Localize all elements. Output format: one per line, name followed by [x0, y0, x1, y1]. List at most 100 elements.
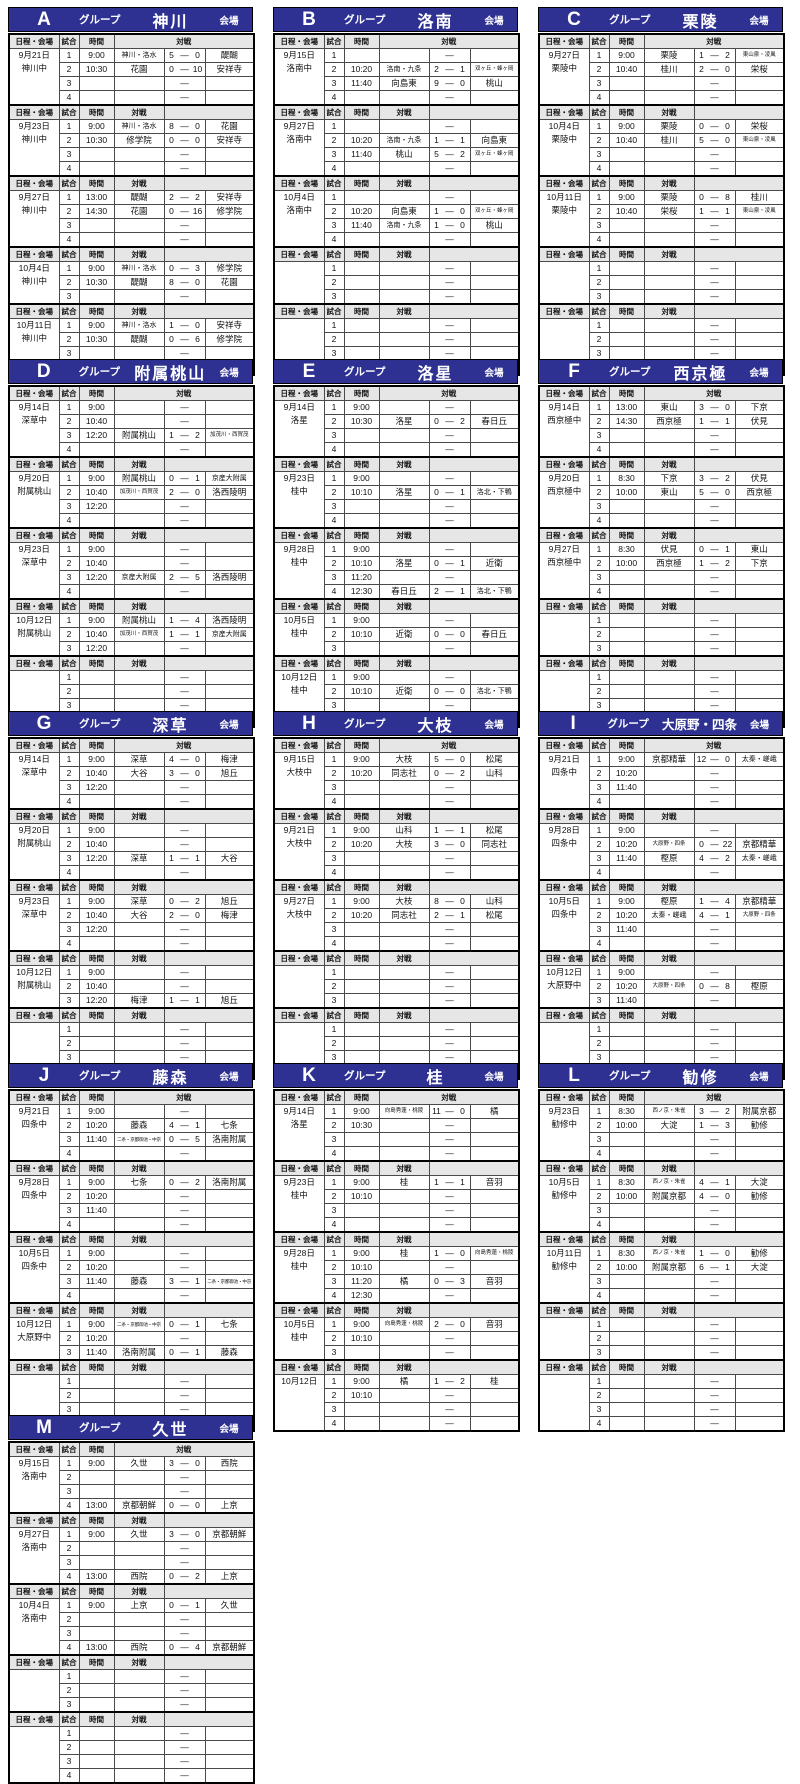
match-row: 2— [274, 275, 520, 290]
score-dash: — [180, 1671, 189, 1681]
match-venue: 洛星 [290, 415, 308, 425]
home-score: 2 [434, 910, 439, 920]
score-cell: — [428, 865, 471, 881]
home-team [378, 922, 430, 937]
match-row: 3— [9, 289, 255, 305]
score: 5—0 [695, 487, 734, 499]
section-header-row: 日程・会場 試合 時間 対戦 [8, 1089, 255, 1105]
match-number: 1 [588, 1175, 610, 1190]
away-team: 京都精華 [734, 894, 785, 909]
score-dash: — [180, 92, 189, 102]
home-team [643, 1374, 695, 1389]
score-dash: — [180, 1290, 189, 1300]
match-row: 1— [8, 1022, 255, 1080]
score: — [430, 1205, 469, 1217]
away-team [469, 318, 520, 333]
date-venue-column-header: 日程・会場 [273, 1302, 325, 1318]
score-dash: — [710, 782, 719, 792]
home-team [643, 275, 695, 290]
score-cell: — [163, 1203, 206, 1218]
match-number: 2 [323, 837, 345, 852]
score: — [165, 1543, 204, 1555]
match-number: 4 [588, 936, 610, 952]
match-row: 10月5日 桂中 1 9:00 向島秀蓮・桃陵 2—0 音羽 [273, 1317, 520, 1361]
score-dash: — [445, 768, 454, 778]
match-row: 2— [9, 1036, 255, 1051]
away-team: 西京極 [734, 485, 785, 500]
match-row: 1— [538, 613, 785, 657]
home-score: 0 [169, 1600, 174, 1610]
match-time: 9:00 [343, 823, 380, 838]
match-row: 3 12:20 京産大附属 2—5 洛西陵明 [9, 570, 255, 585]
date-venue-column-header: 日程・会場 [538, 1160, 590, 1176]
score: — [165, 1191, 204, 1203]
score: — [430, 1390, 469, 1402]
match-number: 2 [323, 1189, 345, 1204]
match-time: 10:20 [608, 908, 645, 923]
match-time: 10:10 [343, 627, 380, 642]
home-score: 1 [169, 629, 174, 639]
match-date: 10月12日 [16, 615, 53, 625]
home-team [378, 261, 430, 276]
match-row: 3— [274, 499, 520, 514]
score: — [165, 501, 204, 513]
time-column-header: 時間 [78, 527, 115, 543]
section-header-row: 日程・会場 試合 時間 対戦 [273, 385, 520, 401]
match-venue: 四条中 [551, 909, 577, 919]
score-cell: — [693, 780, 736, 795]
time-column-header: 時間 [608, 246, 645, 262]
away-team [204, 556, 255, 571]
away-score: 0 [725, 135, 730, 145]
away-team [734, 684, 785, 699]
date-venue-column-header: 日程・会場 [273, 879, 325, 895]
match-row: 3— [539, 218, 785, 233]
away-score: 1 [460, 586, 465, 596]
score-dash: — [180, 149, 189, 159]
venue-word-label: 会場 [219, 15, 239, 27]
match-row: 2— [274, 979, 520, 994]
score-dash: — [180, 501, 189, 511]
score-dash: — [445, 263, 454, 273]
group-word-label: グループ [607, 718, 649, 730]
match-column-header: 試合 [323, 33, 345, 49]
date-venue-cell: 9月28日 桂中 [273, 1246, 325, 1304]
score-dash: — [710, 1262, 719, 1272]
away-team: 京都朝鮮 [204, 1640, 255, 1656]
match-venue: 四条中 [21, 1119, 47, 1129]
match-number: 4 [588, 584, 610, 600]
match-number: 1 [58, 261, 80, 276]
away-team: 旭丘 [204, 894, 255, 909]
score: 1—0 [165, 320, 204, 332]
match-row: 3— [274, 428, 520, 443]
match-column-header: 試合 [58, 385, 80, 401]
score-cell: 0—3 [428, 1274, 471, 1289]
match-row: 4— [9, 442, 255, 458]
match-number: 3 [58, 780, 80, 795]
match-number: 2 [323, 908, 345, 923]
group-word-label: グループ [78, 366, 120, 378]
match-number: 3 [58, 1203, 80, 1218]
away-score: 1 [460, 825, 465, 835]
score-dash: — [180, 1685, 189, 1695]
score-dash: — [710, 967, 719, 977]
score: 1—1 [430, 1177, 469, 1189]
score: 0—0 [430, 686, 469, 698]
home-team [113, 1036, 165, 1051]
match-time: 10:40 [78, 556, 115, 571]
away-team: 洛北・下鴨 [469, 584, 520, 600]
match-row: 3— [9, 218, 255, 233]
score: 1—0 [430, 1248, 469, 1260]
match-date: 9月23日 [18, 121, 50, 131]
score-dash: — [445, 1024, 454, 1034]
time-column-header: 時間 [78, 456, 115, 472]
home-team [113, 922, 165, 937]
match-time: 13:00 [78, 1569, 115, 1585]
home-team: 醍醐 [113, 275, 165, 290]
score-cell: — [428, 922, 471, 937]
group-letter: F [568, 360, 580, 382]
score-dash: — [445, 796, 454, 806]
home-score: 1 [699, 1120, 704, 1130]
home-team: 西ノ京・朱雀 [643, 1104, 695, 1119]
date-venue-column-header: 日程・会場 [538, 303, 590, 319]
section-header-row: 日程・会場 試合 時間 対戦 [8, 598, 255, 614]
